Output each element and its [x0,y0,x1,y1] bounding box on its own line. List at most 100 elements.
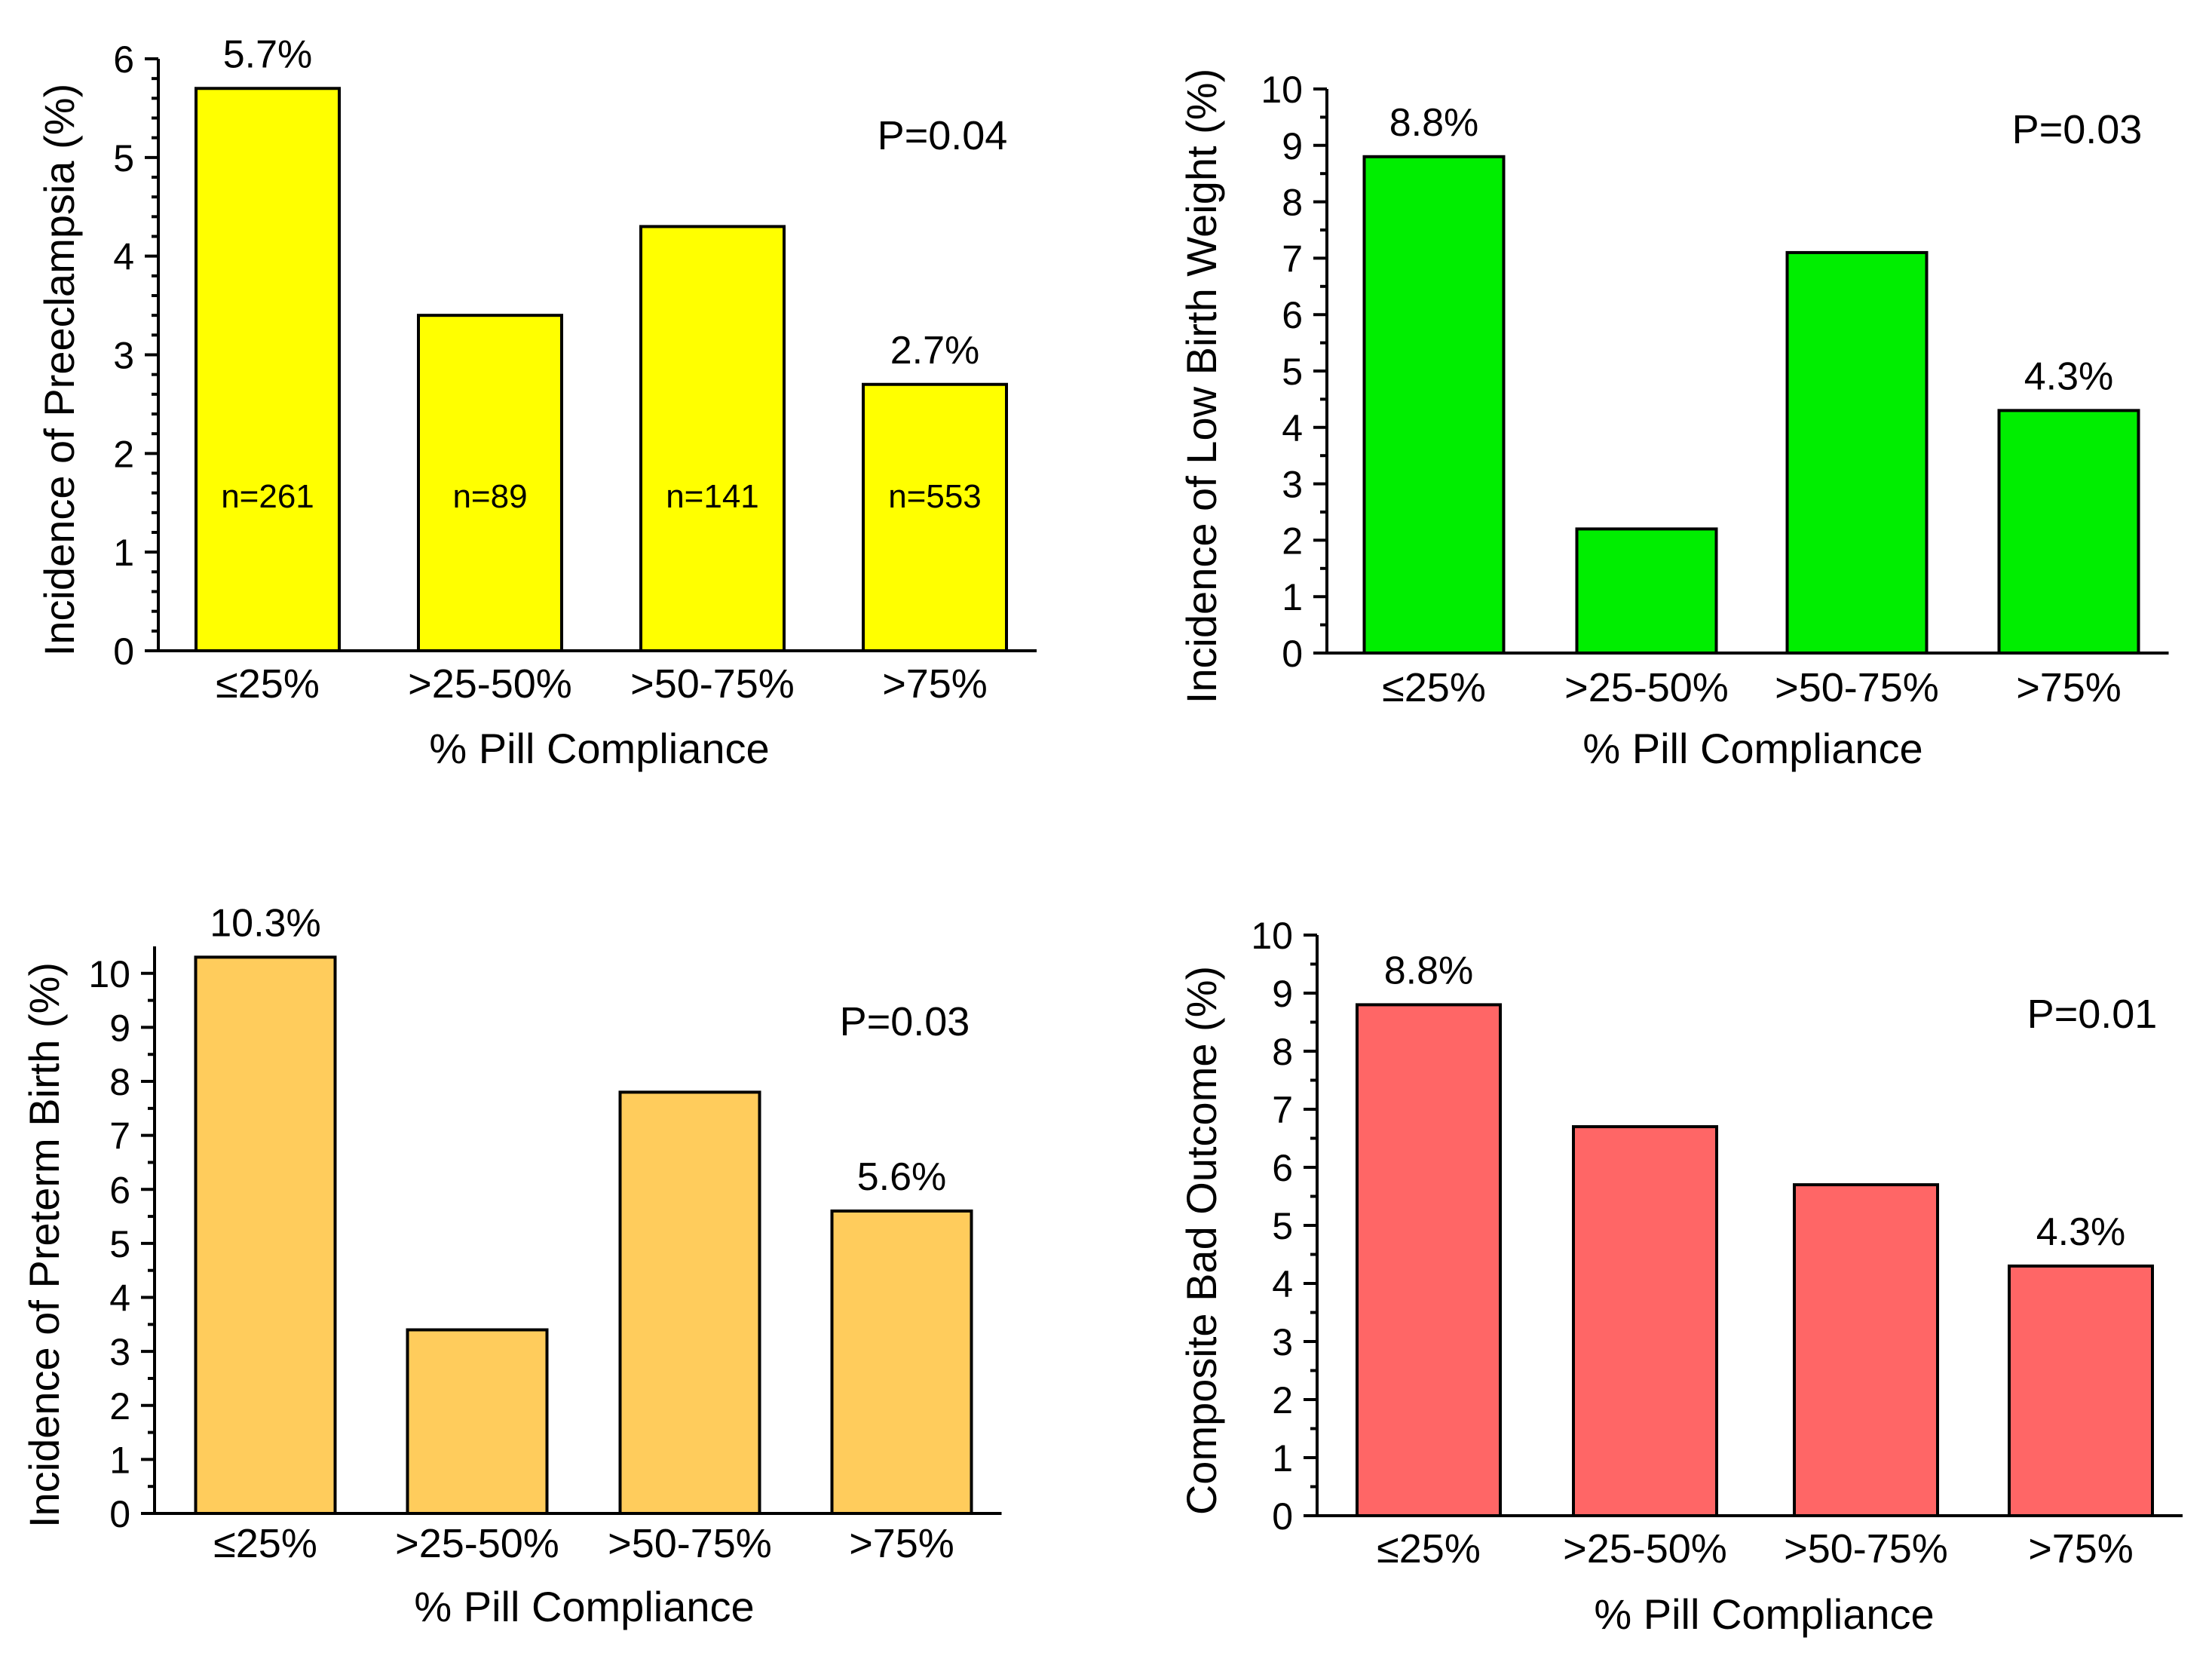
x-tick-label: ≤25% [213,1521,317,1566]
data-label: 8.8% [1389,101,1479,145]
bar [1793,1183,1939,1517]
data-label: 4.3% [2024,354,2114,398]
bar [1997,409,2140,655]
bar [1356,1003,1502,1517]
x-tick-label: ≤25% [1377,1526,1481,1572]
x-tick-label: >50-75% [630,661,795,707]
y-tick-label: 2 [109,1385,130,1427]
bar [194,955,337,1516]
y-tick-label: 5 [1282,351,1303,393]
bar [1575,527,1718,655]
y-tick-label: 3 [109,1331,130,1373]
y-tick-label: 4 [1282,407,1303,449]
x-tick-label: >50-75% [1775,665,1939,710]
y-tick-label: 4 [109,1277,130,1320]
bar [1362,155,1506,655]
y-tick-label: 0 [1272,1495,1293,1538]
bar [1572,1125,1718,1517]
y-tick-label: 1 [1282,576,1303,618]
y-tick-label: 1 [109,1439,130,1481]
bar [1785,250,1929,655]
y-tick-label: 3 [113,335,134,377]
x-axis-title: % Pill Compliance [429,725,769,772]
chart-panel-2: 0 1 2 3 4 5 6 7 8 9 10 ≤25% 8.8% >25-50% >50-75% >75% 4.… [1178,69,2169,772]
x-tick-label: >50-75% [1784,1526,1948,1572]
chart-panel-1: 0 1 2 3 4 5 6 ≤25% 5.7% n=261 >25-50% n=89 >50-75% n=… [35,32,1037,772]
bar [417,314,563,652]
y-tick-label: 9 [1272,973,1293,1015]
x-axis-title: % Pill Compliance [1582,725,1922,772]
y-axis-title: Incidence of Preterm Birth (%) [20,962,68,1528]
x-tick-label: >75% [2016,665,2122,710]
bar [639,225,786,652]
x-axis-title: % Pill Compliance [1594,1590,1934,1638]
bar [406,1328,549,1515]
p-value-label: P=0.03 [840,999,970,1044]
x-tick-label: >25-50% [1564,665,1729,710]
y-tick-label: 8 [109,1061,130,1103]
x-axis-title: % Pill Compliance [414,1583,754,1630]
y-tick-label: 10 [1251,915,1293,957]
y-tick-label: 6 [113,38,134,81]
y-tick-label: 5 [109,1223,130,1265]
y-axis-title: Composite Bad Outcome (%) [1178,966,1225,1515]
x-tick-label: >25-50% [395,1521,559,1566]
y-axis-title: Incidence of Preeclampsia (%) [35,84,83,656]
data-label: 8.8% [1384,949,1474,992]
y-tick-label: 1 [113,532,134,574]
x-tick-label: >75% [882,661,988,707]
bar [195,87,341,652]
y-tick-label: 10 [88,953,130,995]
bar [618,1090,761,1516]
x-tick-label: >50-75% [608,1521,772,1566]
y-tick-label: 2 [1272,1379,1293,1421]
data-label: 2.7% [890,329,980,373]
y-tick-label: 0 [109,1493,130,1535]
y-tick-label: 6 [109,1169,130,1211]
chart-panel-4: 0 1 2 3 4 5 6 7 8 9 10 ≤25% 8.8% >25-50% >50-75% >75% 4.… [1178,915,2183,1638]
bar [862,382,1008,652]
n-label: n=141 [666,478,759,515]
p-value-label: P=0.01 [2027,992,2158,1037]
y-tick-label: 3 [1282,464,1303,506]
data-label: 5.7% [223,32,313,76]
y-tick-label: 8 [1282,182,1303,224]
x-tick-label: >75% [2028,1526,2134,1572]
y-tick-label: 5 [1272,1205,1293,1247]
y-axis-title: Incidence of Low Birth Weight (%) [1178,69,1225,704]
data-label: 10.3% [210,901,320,945]
y-tick-label: 7 [1272,1089,1293,1131]
n-label: n=89 [452,478,527,515]
y-tick-label: 10 [1261,69,1303,111]
bar [2008,1264,2154,1518]
y-tick-label: 1 [1272,1437,1293,1480]
chart-panel-3: 0 1 2 3 4 5 6 7 8 9 10 ≤25% 10.3% >25-50% >50-75% >75% 5… [20,901,1002,1630]
y-tick-label: 9 [1282,125,1303,167]
y-tick-label: 8 [1272,1031,1293,1073]
y-tick-label: 4 [1272,1263,1293,1305]
data-label: 5.6% [857,1155,947,1199]
y-tick-label: 0 [1282,633,1303,675]
x-tick-label: ≤25% [1382,665,1486,710]
x-tick-label: >75% [849,1521,954,1566]
n-label: n=553 [888,478,982,515]
x-tick-label: >25-50% [1563,1526,1727,1572]
y-tick-label: 9 [109,1007,130,1049]
y-tick-label: 7 [109,1115,130,1158]
y-tick-label: 5 [113,137,134,179]
x-tick-label: ≤25% [216,661,320,707]
y-tick-label: 3 [1272,1321,1293,1363]
y-tick-label: 6 [1272,1147,1293,1189]
data-label: 4.3% [2036,1210,2126,1254]
x-tick-label: >25-50% [408,661,572,707]
y-tick-label: 2 [113,433,134,475]
p-value-label: P=0.03 [2012,107,2143,152]
y-tick-label: 7 [1282,238,1303,280]
p-value-label: P=0.04 [878,113,1008,158]
bar [830,1209,973,1516]
n-label: n=261 [221,478,314,515]
y-tick-label: 6 [1282,294,1303,336]
y-tick-label: 4 [113,236,134,278]
y-tick-label: 2 [1282,520,1303,562]
